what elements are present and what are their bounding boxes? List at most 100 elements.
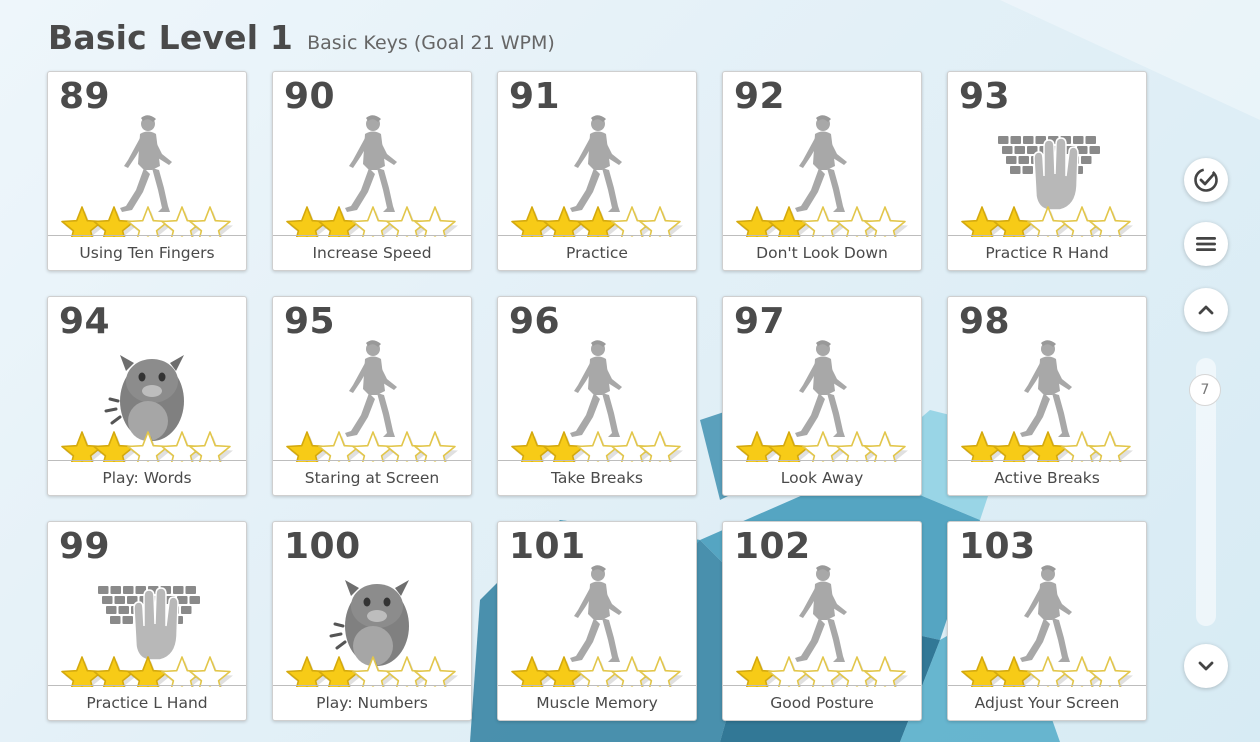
level-header: Basic Level 1 Basic Keys (Goal 21 WPM): [48, 18, 555, 57]
star-empty-icon: [1089, 431, 1131, 462]
lesson-label: Muscle Memory: [498, 685, 696, 720]
star-empty-icon: [864, 206, 906, 237]
lesson-label: Active Breaks: [948, 460, 1146, 495]
lesson-card-102[interactable]: 102 Good Posture: [722, 521, 922, 721]
lesson-art: [736, 340, 908, 462]
lesson-art: [961, 136, 1133, 237]
monster-game-icon: [329, 580, 409, 666]
lesson-number: 91: [509, 76, 561, 117]
star-empty-icon: [189, 431, 231, 462]
keyboard-hand-icon: [998, 136, 1100, 211]
lesson-number: 96: [509, 301, 561, 342]
star-empty-icon: [864, 656, 906, 687]
star-empty-icon: [189, 206, 231, 237]
lesson-art: [61, 115, 233, 237]
star-empty-icon: [414, 656, 456, 687]
menu-icon: [1196, 237, 1216, 251]
lesson-card-97[interactable]: 97 Look Away: [722, 296, 922, 496]
lesson-card-99[interactable]: 99 Practice L Hand: [47, 521, 247, 721]
lesson-card-94[interactable]: 94 Play: Words: [47, 296, 247, 496]
lesson-art: [61, 355, 233, 462]
lesson-number: 97: [734, 301, 786, 342]
keyboard-hand-icon: [98, 586, 200, 661]
lesson-number: 92: [734, 76, 786, 117]
walking-person-icon: [120, 115, 172, 212]
progress-check-button[interactable]: [1184, 158, 1228, 202]
chevron-up-icon: [1198, 305, 1214, 315]
menu-button[interactable]: [1184, 222, 1228, 266]
lesson-card-90[interactable]: 90 Increase Speed: [272, 71, 472, 271]
scroll-position-label: 7: [1200, 382, 1210, 398]
lesson-art: [286, 580, 458, 687]
lesson-card-92[interactable]: 92 Don't Look Down: [722, 71, 922, 271]
lesson-art: [61, 586, 233, 687]
scroll-down-button[interactable]: [1184, 644, 1228, 688]
lesson-number: 90: [284, 76, 336, 117]
lesson-label: Practice: [498, 235, 696, 270]
walking-person-icon: [795, 115, 847, 212]
lesson-card-101[interactable]: 101 Muscle Memory: [497, 521, 697, 721]
lesson-label: Look Away: [723, 460, 921, 495]
walking-person-icon: [345, 115, 397, 212]
lesson-art: [961, 340, 1133, 462]
star-empty-icon: [639, 431, 681, 462]
lesson-card-98[interactable]: 98 Active Breaks: [947, 296, 1147, 496]
lesson-card-89[interactable]: 89 Using Ten Fingers: [47, 71, 247, 271]
lesson-label: Take Breaks: [498, 460, 696, 495]
lesson-art: [511, 565, 683, 687]
walking-person-icon: [570, 115, 622, 212]
lesson-label: Don't Look Down: [723, 235, 921, 270]
lesson-number: 93: [959, 76, 1011, 117]
lesson-label: Practice R Hand: [948, 235, 1146, 270]
lesson-art: [511, 115, 683, 237]
lesson-number: 100: [284, 526, 361, 567]
lesson-number: 99: [59, 526, 111, 567]
walking-person-icon: [795, 340, 847, 437]
check-circle-icon: [1194, 168, 1218, 192]
lesson-card-95[interactable]: 95 Staring at Screen: [272, 296, 472, 496]
lesson-card-100[interactable]: 100 Play: Numbers: [272, 521, 472, 721]
star-empty-icon: [414, 206, 456, 237]
walking-person-icon: [570, 565, 622, 662]
lesson-label: Good Posture: [723, 685, 921, 720]
chevron-down-icon: [1198, 661, 1214, 671]
lesson-art: [286, 340, 458, 462]
lesson-card-91[interactable]: 91 Practice: [497, 71, 697, 271]
lesson-card-103[interactable]: 103 Adjust Your Screen: [947, 521, 1147, 721]
scroll-thumb[interactable]: 7: [1189, 374, 1221, 406]
star-empty-icon: [864, 431, 906, 462]
lesson-number: 98: [959, 301, 1011, 342]
lesson-label: Play: Words: [48, 460, 246, 495]
walking-person-icon: [795, 565, 847, 662]
lesson-number: 94: [59, 301, 111, 342]
lesson-art: [286, 115, 458, 237]
level-subtitle: Basic Keys (Goal 21 WPM): [307, 32, 555, 54]
star-empty-icon: [189, 656, 231, 687]
lesson-number: 103: [959, 526, 1036, 567]
star-empty-icon: [639, 206, 681, 237]
lesson-number: 95: [284, 301, 336, 342]
lesson-art: [736, 115, 908, 237]
scroll-track[interactable]: [1196, 358, 1216, 626]
lesson-label: Increase Speed: [273, 235, 471, 270]
lesson-number: 89: [59, 76, 111, 117]
lesson-art: [736, 565, 908, 687]
lesson-label: Practice L Hand: [48, 685, 246, 720]
star-empty-icon: [1089, 206, 1131, 237]
walking-person-icon: [1020, 340, 1072, 437]
lesson-card-93[interactable]: 93 Practice R Hand: [947, 71, 1147, 271]
star-empty-icon: [639, 656, 681, 687]
lesson-number: 102: [734, 526, 811, 567]
monster-game-icon: [104, 355, 184, 441]
lesson-label: Staring at Screen: [273, 460, 471, 495]
walking-person-icon: [570, 340, 622, 437]
lesson-label: Using Ten Fingers: [48, 235, 246, 270]
walking-person-icon: [1020, 565, 1072, 662]
walking-person-icon: [345, 340, 397, 437]
scroll-up-button[interactable]: [1184, 288, 1228, 332]
lesson-label: Play: Numbers: [273, 685, 471, 720]
star-empty-icon: [1089, 656, 1131, 687]
lesson-card-96[interactable]: 96 Take Breaks: [497, 296, 697, 496]
lesson-label: Adjust Your Screen: [948, 685, 1146, 720]
lesson-number: 101: [509, 526, 586, 567]
